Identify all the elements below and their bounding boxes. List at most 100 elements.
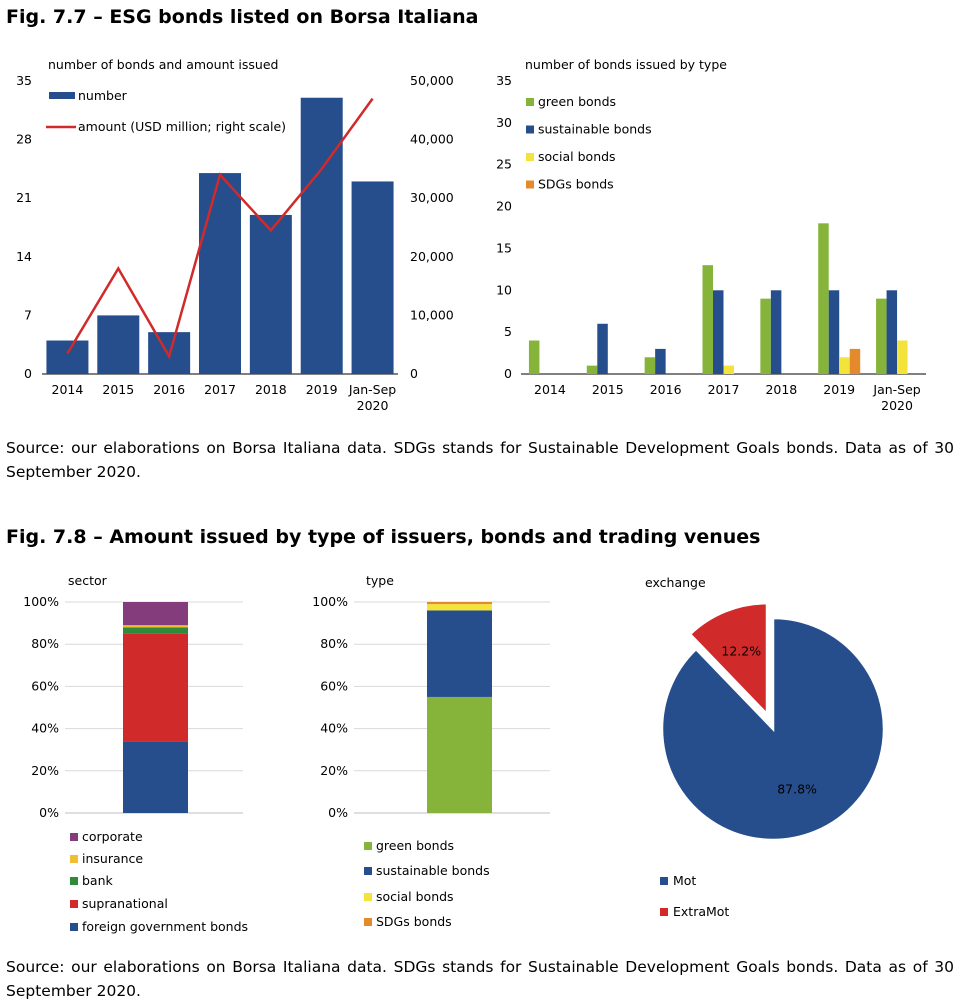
stacked-title: type — [366, 573, 394, 588]
y-tick-label-5: 35 — [16, 73, 32, 88]
bar-0-6 — [876, 298, 887, 374]
chart-bonds-number-amount: number of bonds and amount issued 0 7 14 21 2… — [16, 57, 454, 413]
y-tick-label-4: 80% — [31, 636, 59, 651]
x-tick-label-0: 2014 — [534, 382, 566, 397]
bar-0-0 — [528, 340, 540, 374]
x-tick-label-4: 2018 — [255, 382, 287, 397]
bar-1-5 — [828, 290, 840, 374]
y-tick-label-4: 80% — [320, 636, 348, 651]
stack-segment-1 — [123, 633, 188, 742]
y2-tick-label-2: 20,000 — [410, 249, 454, 264]
legend-label-3: SDGs bonds — [538, 177, 614, 192]
bar-number-4 — [249, 214, 292, 374]
figure-7-8-title: Fig. 7.8 – Amount issued by type of issu… — [6, 526, 761, 548]
legend-label-0: foreign government bonds — [82, 919, 248, 934]
legend-label-0: Mot — [673, 873, 696, 888]
bar-number-0 — [46, 340, 89, 374]
chart-sector-stacked: sector 0% 20% 40% 60% 80% 100% corporate insuran… — [23, 573, 248, 934]
stack-segment-0 — [427, 696, 492, 813]
legend-label-1: ExtraMot — [673, 904, 729, 919]
bar-3-5 — [849, 348, 861, 374]
y2-tick-label-3: 30,000 — [410, 190, 454, 205]
legend-label-1: supranational — [82, 896, 168, 911]
x-tick-label-0: 2014 — [52, 382, 84, 397]
legend-swatch-0 — [364, 842, 372, 850]
legend-swatch-2 — [364, 893, 372, 901]
y-tick-label-0: 0% — [39, 805, 59, 820]
y2-tick-label-4: 40,000 — [410, 132, 454, 147]
chart-type-stacked: type 0% 20% 40% 60% 80% 100% green bonds sustain… — [312, 573, 550, 929]
x-tick-label-5: 2019 — [306, 382, 338, 397]
bar-1-2 — [655, 348, 666, 374]
figure-7-7-source-note: Source: our elaborations on Borsa Italia… — [6, 439, 954, 481]
x-tick-label-6-b: 2020 — [881, 398, 913, 413]
y-tick-label-0: 0 — [24, 366, 32, 381]
x-tick-label-3: 2017 — [708, 382, 740, 397]
y-tick-label-3: 15 — [496, 240, 512, 255]
bar-2-3 — [723, 365, 734, 374]
bar-2-6 — [897, 340, 908, 374]
bar-0-2 — [644, 357, 656, 374]
stack-segment-1 — [427, 610, 492, 697]
y-tick-label-0: 0% — [328, 805, 348, 820]
legend-label-2: social bonds — [538, 149, 616, 164]
y-tick-label-2: 40% — [320, 721, 348, 736]
legend-swatch-1 — [364, 867, 372, 875]
chart-1-title: number of bonds and amount issued — [48, 57, 278, 72]
x-tick-label-3: 2017 — [204, 382, 236, 397]
legend-swatch-4 — [70, 833, 78, 841]
y-tick-label-7: 35 — [496, 73, 512, 88]
legend-label-1: sustainable bonds — [538, 122, 652, 137]
y-tick-label-5: 100% — [312, 594, 348, 609]
legend-swatch-1 — [70, 900, 78, 908]
y-tick-label-1: 5 — [504, 324, 512, 339]
legend-swatch-number — [49, 92, 75, 99]
stack-segment-3 — [427, 602, 492, 605]
legend-label-0: green bonds — [538, 94, 616, 109]
legend-swatch-3 — [364, 918, 372, 926]
y-tick-label-1: 20% — [320, 763, 348, 778]
y-tick-label-3: 60% — [31, 678, 59, 693]
y2-tick-label-0: 0 — [410, 366, 418, 381]
bar-number-1 — [97, 315, 140, 374]
bar-1-6 — [886, 290, 898, 374]
legend-label-amount: amount (USD million; right scale) — [78, 119, 286, 134]
y-tick-label-2: 40% — [31, 721, 59, 736]
figure-7-8-source-note: Source: our elaborations on Borsa Italia… — [6, 958, 954, 1000]
bar-0-1 — [586, 365, 598, 374]
pie-label-1: 12.2% — [721, 643, 761, 658]
legend-swatch-0 — [70, 923, 78, 931]
y-tick-label-4: 28 — [16, 132, 32, 147]
legend-label-3: insurance — [82, 851, 143, 866]
legend-swatch-1 — [660, 908, 668, 916]
stack-segment-2 — [123, 627, 188, 634]
bar-number-3 — [199, 173, 241, 374]
x-tick-label-6: Jan-Sep — [872, 382, 920, 397]
bar-0-5 — [818, 223, 829, 374]
chart-bonds-by-type: number of bonds issued by type 0 5 10 15 20 25… — [496, 57, 926, 413]
bar-2-5 — [839, 357, 850, 374]
stack-segment-0 — [123, 741, 188, 813]
x-tick-label-6: Jan-Sep — [348, 382, 396, 397]
line-amount — [66, 97, 374, 360]
bar-1-4 — [770, 290, 782, 374]
pie-slice-1 — [688, 601, 769, 718]
legend-label-4: corporate — [82, 829, 143, 844]
x-tick-label-1: 2015 — [592, 382, 624, 397]
x-tick-label-1: 2015 — [102, 382, 134, 397]
y-tick-label-1: 7 — [24, 307, 32, 322]
chart-5-title: exchange — [645, 575, 706, 590]
legend-label-number: number — [78, 88, 128, 103]
stack-segment-2 — [427, 604, 492, 611]
y-tick-label-3: 60% — [320, 678, 348, 693]
y-tick-label-5: 25 — [496, 157, 512, 172]
y-tick-label-2: 10 — [496, 282, 512, 297]
stacked-title: sector — [68, 573, 108, 588]
legend-label-0: green bonds — [376, 838, 454, 853]
pie-label-0: 87.8% — [777, 782, 817, 797]
pie-slice-0 — [660, 616, 886, 842]
chart-exchange-pie: exchange 87.8% 12.2% Mot ExtraMot — [645, 575, 886, 919]
bar-1-3 — [713, 290, 724, 374]
y-tick-label-0: 0 — [504, 366, 512, 381]
legend-swatch-1 — [526, 125, 534, 134]
